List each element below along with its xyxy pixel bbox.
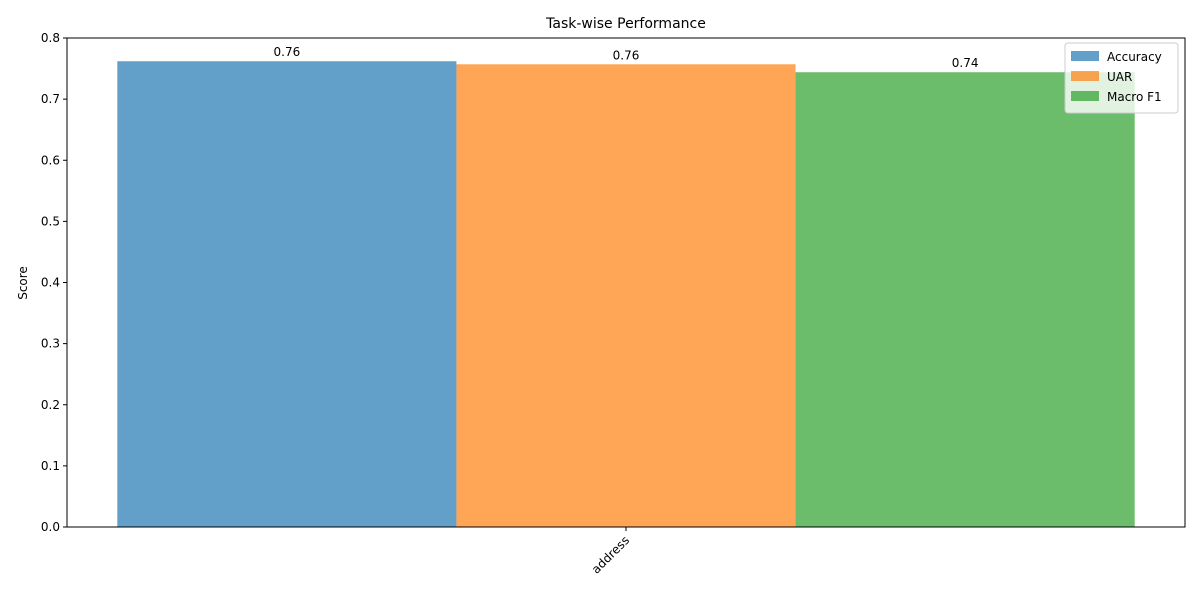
legend-label: Accuracy [1107, 50, 1162, 64]
y-tick-label: 0.3 [41, 337, 60, 351]
y-axis-ticks: 0.0 0.1 0.2 0.3 0.4 0.5 0.6 0.7 0.8 [41, 31, 67, 534]
y-tick-label: 0.4 [41, 276, 60, 290]
bar-value-label: 0.76 [274, 45, 301, 59]
y-tick-label: 0.2 [41, 398, 60, 412]
y-tick-label: 0.6 [41, 153, 60, 167]
y-tick-label: 0.0 [41, 520, 60, 534]
x-tick-label: address [589, 533, 632, 576]
chart-title: Task-wise Performance [545, 16, 706, 32]
bar-value-label: 0.76 [613, 48, 640, 62]
legend-label: Macro F1 [1107, 90, 1162, 104]
legend-swatch [1071, 51, 1099, 61]
legend: Accuracy UAR Macro F1 [1064, 42, 1179, 114]
legend-swatch [1071, 71, 1099, 81]
bar-labels-layer: 0.76 0.76 0.74 [274, 45, 979, 70]
y-tick-label: 0.1 [41, 459, 60, 473]
y-axis-label: Score [16, 266, 30, 300]
bars-layer [117, 61, 1135, 527]
bar-accuracy [117, 61, 457, 527]
x-axis-ticks: address [589, 527, 632, 576]
y-tick-label: 0.5 [41, 214, 60, 228]
bar-macro-f1 [795, 72, 1135, 527]
y-tick-label: 0.7 [41, 92, 60, 106]
bar-uar [456, 64, 796, 527]
y-tick-label: 0.8 [41, 31, 60, 45]
legend-swatch [1071, 91, 1099, 101]
legend-label: UAR [1107, 70, 1132, 84]
bar-value-label: 0.74 [952, 56, 979, 70]
